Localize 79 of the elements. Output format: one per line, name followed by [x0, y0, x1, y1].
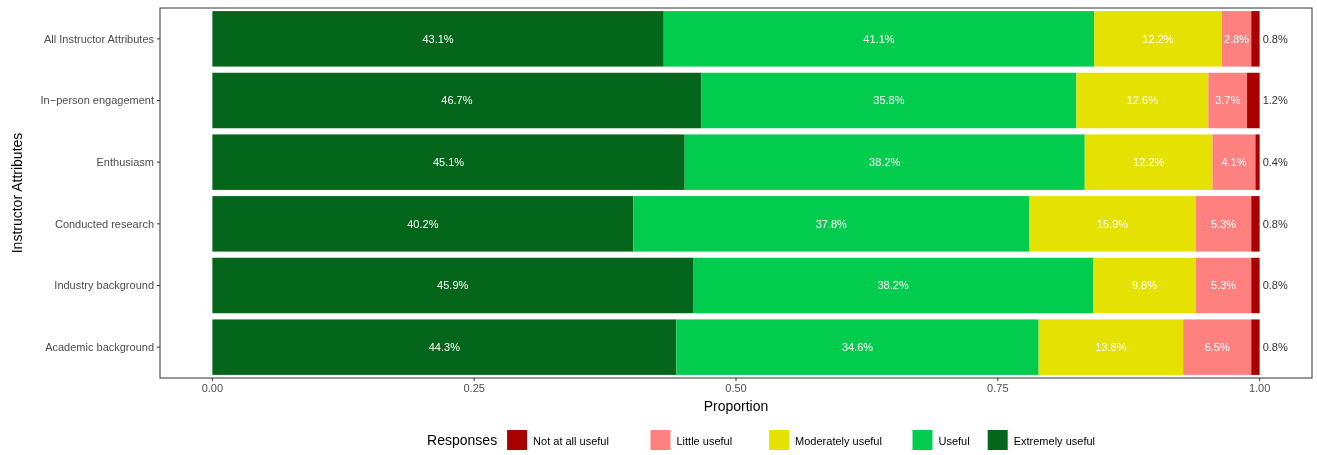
- legend-label: Moderately useful: [795, 435, 882, 447]
- bar: [1094, 11, 1222, 67]
- bar: [1255, 134, 1260, 190]
- bar: [1251, 196, 1260, 252]
- data-label: 38.2%: [869, 156, 901, 169]
- legend-label: Useful: [938, 435, 970, 447]
- legend-label: Extremely useful: [1013, 435, 1096, 447]
- bar: [1076, 72, 1209, 129]
- data-label: 4.1%: [1221, 156, 1247, 169]
- bar: [1183, 319, 1252, 375]
- bar: [1208, 72, 1248, 129]
- data-label: 45.9%: [437, 279, 469, 292]
- bar: [1195, 257, 1252, 314]
- data-label: 34.6%: [841, 341, 874, 354]
- data-label: 2.8%: [1224, 32, 1250, 45]
- bar: [212, 134, 685, 190]
- x-tick-label: 0.25: [463, 382, 485, 394]
- data-label: 43.1%: [422, 32, 454, 45]
- bar: [1251, 257, 1260, 314]
- y-tick-label: Industry background: [54, 279, 154, 292]
- bar: [1084, 134, 1213, 190]
- data-label: 0.8%: [1262, 279, 1288, 292]
- data-label: 9.8%: [1131, 279, 1158, 292]
- bar: [1251, 11, 1260, 67]
- data-label: 5.3%: [1210, 217, 1237, 230]
- data-label: 3.7%: [1215, 94, 1241, 107]
- data-label: 13.8%: [1095, 341, 1127, 354]
- data-label: 12.2%: [1142, 32, 1174, 45]
- legend-label: Little useful: [676, 435, 733, 447]
- bar: [1212, 134, 1256, 190]
- bar: [1221, 11, 1252, 67]
- bar: [1247, 72, 1260, 129]
- bar: [212, 196, 634, 252]
- data-label: 6.5%: [1204, 341, 1230, 354]
- data-label: 0.8%: [1262, 217, 1288, 230]
- data-label: 46.7%: [441, 94, 473, 107]
- y-tick-label: In−person engagement: [40, 94, 154, 107]
- bar: [212, 11, 664, 67]
- data-label: 35.8%: [873, 94, 905, 107]
- data-label: 45.1%: [432, 156, 465, 169]
- y-axis-title: Instructor Attributes: [9, 132, 25, 254]
- data-label: 0.4%: [1262, 156, 1288, 169]
- x-tick-label: 1.00: [1248, 382, 1271, 394]
- bar: [684, 134, 1085, 190]
- data-label: 37.8%: [815, 217, 848, 230]
- bar: [212, 319, 677, 375]
- data-label: 40.2%: [407, 217, 439, 230]
- data-label: 12.6%: [1126, 94, 1159, 107]
- data-label: 38.2%: [877, 279, 909, 292]
- bar: [1251, 319, 1260, 375]
- y-tick-label: Conducted research: [54, 217, 154, 230]
- bar: [1029, 196, 1196, 252]
- bar: [212, 72, 702, 129]
- x-tick-label: 0.50: [725, 382, 747, 394]
- data-label: 5.3%: [1210, 279, 1237, 292]
- y-tick-label: All Instructor Attributes: [43, 32, 155, 45]
- bar: [1038, 319, 1184, 375]
- bar: [212, 257, 694, 314]
- data-label: 1.2%: [1262, 94, 1288, 107]
- bar: [663, 11, 1095, 67]
- bar: [701, 72, 1077, 129]
- data-label: 41.1%: [863, 32, 895, 45]
- y-tick-label: Enthusiasm: [96, 156, 154, 169]
- bar: [1093, 257, 1196, 314]
- x-axis-title: Proportion: [703, 398, 769, 414]
- bar: [633, 196, 1030, 252]
- data-label: 44.3%: [428, 341, 461, 354]
- data-label: 0.8%: [1262, 341, 1288, 354]
- x-tick-label: 0.00: [201, 382, 224, 394]
- bar: [1195, 196, 1252, 252]
- legend-label: Not at all useful: [533, 435, 609, 447]
- data-label: 15.9%: [1096, 217, 1129, 230]
- x-tick-label: 0.75: [987, 382, 1009, 394]
- data-label: 12.2%: [1133, 156, 1165, 169]
- data-label: 0.8%: [1262, 32, 1288, 45]
- bar: [693, 257, 1094, 314]
- legend-title: Responses: [427, 432, 498, 448]
- y-tick-label: Academic background: [45, 341, 154, 354]
- bar: [676, 319, 1039, 375]
